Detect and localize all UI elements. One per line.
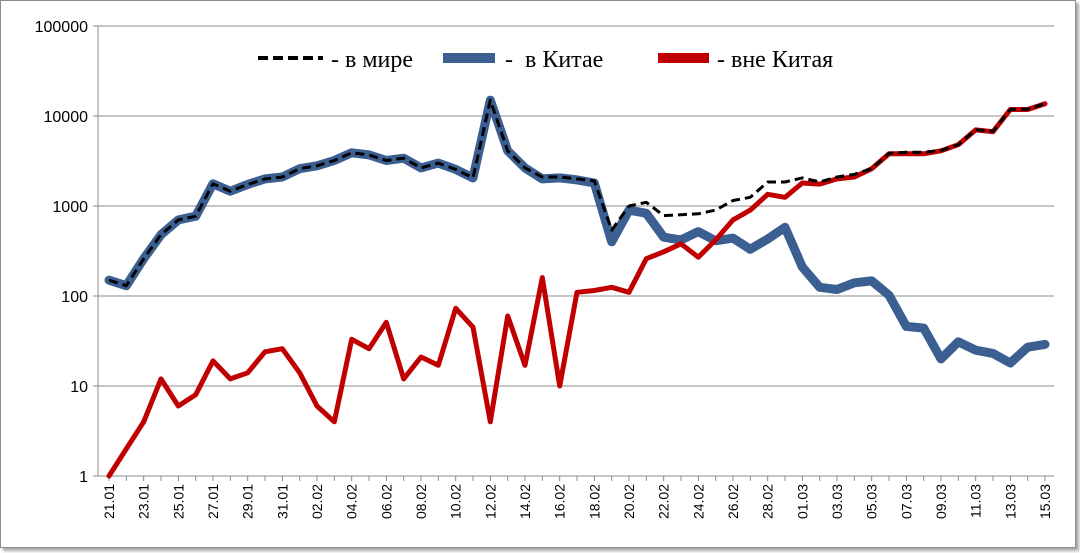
y-tick-label: 1 (79, 469, 88, 486)
x-tick-label: 02.02 (309, 484, 325, 519)
x-tick-label: 16.02 (552, 484, 568, 519)
legend-label: - вне Китая (717, 47, 833, 73)
axes (93, 25, 1054, 481)
x-tick-label: 03.03 (829, 484, 845, 519)
legend-label: - в мире (331, 47, 413, 73)
x-tick-label: 31.01 (274, 484, 290, 519)
x-tick-label: 05.03 (864, 484, 880, 519)
x-tick-label: 04.02 (344, 484, 360, 519)
x-tick-label: 13.03 (1002, 484, 1018, 519)
x-tick-label: 15.03 (1037, 484, 1053, 519)
x-tick-label: 21.01 (101, 484, 117, 519)
x-tick-label: 22.02 (656, 484, 672, 519)
x-tick-label: 11.03 (968, 484, 984, 518)
x-tick-label: 28.02 (760, 484, 776, 519)
x-tick-label: 08.02 (413, 484, 429, 519)
series-line-0 (108, 98, 1046, 288)
x-tick-label: 27.01 (205, 484, 221, 519)
x-tick-labels: 21.01 23.01 25.01 27.01 29.01 31.01 02.02 04.02… (101, 484, 1053, 519)
series-lines (104, 95, 1050, 479)
y-tick-label: 1000 (52, 199, 88, 216)
x-tick-label: 10.02 (448, 484, 464, 519)
x-tick-label: 09.03 (933, 484, 949, 519)
x-tick-label: 20.02 (621, 484, 637, 519)
x-tick-label: 06.02 (378, 484, 394, 519)
x-tick-label: 25.01 (170, 484, 186, 519)
y-tick-label: 10 (70, 379, 88, 396)
series-line-2 (106, 101, 1048, 479)
legend: - в мире - в Китае - вне Китая (258, 47, 833, 73)
x-tick-label: 18.02 (586, 484, 602, 519)
x-tick-label: 24.02 (690, 484, 706, 519)
x-tick-label: 07.03 (898, 484, 914, 519)
x-tick-label: 23.01 (136, 484, 152, 519)
x-tick-label: 01.03 (794, 484, 810, 519)
x-tick-label: 26.02 (725, 484, 741, 519)
x-tick-label: 29.01 (240, 484, 256, 519)
y-tick-label: 100 (61, 289, 88, 306)
series-line-1 (104, 95, 1050, 368)
y-tick-labels: 1 10 100 1000 10000 100000 (35, 19, 88, 486)
gridlines (98, 25, 1054, 387)
legend-label: - в Китае (505, 47, 603, 73)
y-tick-label: 100000 (35, 19, 88, 36)
x-tick-label: 12.02 (482, 484, 498, 519)
x-tick-label: 14.02 (517, 484, 533, 519)
y-tick-label: 10000 (44, 109, 89, 126)
